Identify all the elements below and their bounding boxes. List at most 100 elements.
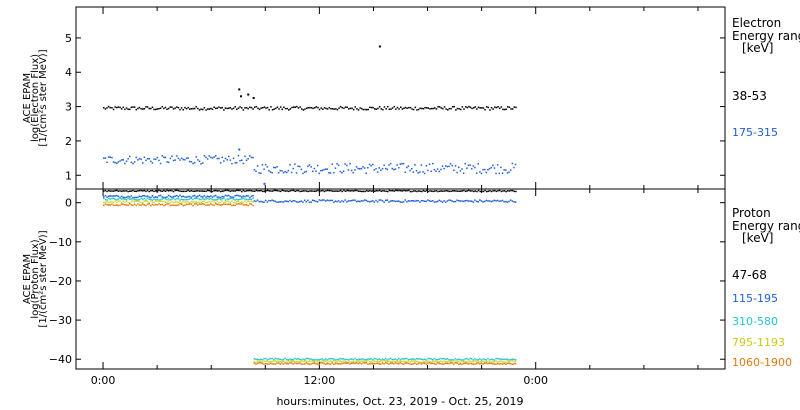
electron-point-175-315 xyxy=(295,172,298,174)
proton-point-47-68 xyxy=(291,189,293,192)
proton-point-795-1193 xyxy=(440,360,442,362)
proton-point-47-68 xyxy=(151,189,154,192)
electron-point-175-315 xyxy=(331,163,333,165)
proton-point-795-1193 xyxy=(346,361,348,363)
electron-point-175-315 xyxy=(200,163,202,165)
electron-point-38-53 xyxy=(425,107,428,109)
proton-point-1060-1900 xyxy=(415,363,418,365)
proton-point-47-68 xyxy=(262,190,264,193)
proton-point-115-195 xyxy=(200,195,202,198)
electron-point-38-53 xyxy=(408,106,410,109)
proton-point-1060-1900 xyxy=(253,362,256,364)
proton-point-1060-1900 xyxy=(241,203,243,205)
proton-point-115-195 xyxy=(385,199,387,202)
electron-point-175-315 xyxy=(138,157,141,160)
proton-point-795-1193 xyxy=(487,360,489,363)
electron-point-175-315 xyxy=(427,169,429,172)
proton-point-1060-1900 xyxy=(264,362,267,365)
proton-point-1060-1900 xyxy=(189,203,191,205)
electron-point-38-53 xyxy=(430,107,433,110)
proton-point-115-195 xyxy=(386,199,389,201)
proton-point-47-68 xyxy=(339,189,342,192)
proton-point-1060-1900 xyxy=(438,362,440,365)
proton-point-47-68 xyxy=(476,190,478,193)
proton-point-310-580 xyxy=(279,358,281,361)
proton-point-310-580 xyxy=(337,358,340,361)
electron-point-175-315 xyxy=(474,166,476,169)
proton-point-795-1193 xyxy=(226,200,228,202)
proton-point-1060-1900 xyxy=(378,363,380,365)
electron-point-38-53 xyxy=(468,105,470,108)
electron-point-38-53 xyxy=(119,106,121,109)
electron-point-175-315 xyxy=(459,170,462,172)
proton-point-115-195 xyxy=(297,201,299,203)
proton-point-310-580 xyxy=(349,358,351,360)
proton-point-310-580 xyxy=(295,358,298,360)
proton-point-47-68 xyxy=(395,189,397,192)
proton-point-115-195 xyxy=(513,201,515,203)
proton-point-795-1193 xyxy=(213,201,215,203)
proton-point-310-580 xyxy=(112,197,115,200)
proton-point-47-68 xyxy=(388,189,391,192)
proton-point-47-68 xyxy=(503,190,506,192)
electron-point-38-53 xyxy=(359,107,361,109)
proton-point-310-580 xyxy=(261,359,264,361)
proton-point-1060-1900 xyxy=(449,362,452,364)
proton-point-310-580 xyxy=(461,359,463,361)
proton-point-310-580 xyxy=(503,358,505,361)
electron-point-175-315 xyxy=(378,167,380,169)
electron-point-38-53 xyxy=(343,107,345,109)
electron-point-175-315 xyxy=(297,165,299,167)
proton-point-47-68 xyxy=(193,190,196,192)
proton-point-310-580 xyxy=(318,359,320,361)
proton-point-1060-1900 xyxy=(104,203,107,205)
proton-point-47-68 xyxy=(375,189,378,192)
proton-point-115-195 xyxy=(268,199,270,202)
proton-point-47-68 xyxy=(184,190,186,193)
proton-point-795-1193 xyxy=(242,201,245,204)
proton-point-310-580 xyxy=(508,359,510,361)
electron-point-38-53 xyxy=(344,106,347,108)
proton-point-47-68 xyxy=(330,189,332,192)
electron-point-38-53 xyxy=(117,106,120,108)
electron-point-38-53 xyxy=(190,108,193,110)
electron-point-38-53 xyxy=(450,107,452,110)
electron-outlier-point xyxy=(378,45,381,48)
proton-point-310-580 xyxy=(342,358,345,360)
proton-point-310-580 xyxy=(315,359,317,361)
proton-point-1060-1900 xyxy=(508,362,510,365)
electron-point-38-53 xyxy=(438,106,441,108)
proton-point-115-195 xyxy=(229,196,232,198)
proton-point-47-68 xyxy=(296,189,298,192)
proton-point-795-1193 xyxy=(161,200,163,203)
proton-point-795-1193 xyxy=(402,360,405,363)
proton-point-47-68 xyxy=(283,190,285,192)
proton-point-795-1193 xyxy=(133,201,136,203)
proton-point-795-1193 xyxy=(373,360,376,362)
proton-point-115-195 xyxy=(396,200,398,202)
proton-point-795-1193 xyxy=(391,361,393,363)
electron-point-175-315 xyxy=(412,171,415,173)
proton-point-1060-1900 xyxy=(292,363,294,365)
electron-point-175-315 xyxy=(329,172,332,174)
proton-point-310-580 xyxy=(495,357,497,360)
electron-point-38-53 xyxy=(288,109,290,111)
proton-point-47-68 xyxy=(411,190,413,193)
electron-point-175-315 xyxy=(223,160,225,162)
electron-point-175-315 xyxy=(472,165,475,167)
proton-point-795-1193 xyxy=(479,361,481,363)
electron-point-38-53 xyxy=(464,106,467,108)
proton-point-1060-1900 xyxy=(469,362,471,365)
proton-point-310-580 xyxy=(346,358,348,361)
proton-point-1060-1900 xyxy=(341,362,343,365)
proton-point-115-195 xyxy=(239,195,241,197)
proton-point-795-1193 xyxy=(393,360,395,363)
proton-point-47-68 xyxy=(159,190,162,192)
proton-point-310-580 xyxy=(290,359,293,361)
electron-point-175-315 xyxy=(346,164,348,167)
proton-point-1060-1900 xyxy=(318,363,320,366)
proton-point-310-580 xyxy=(453,359,455,361)
electron-point-175-315 xyxy=(328,172,330,174)
proton-point-1060-1900 xyxy=(176,204,178,207)
proton-point-795-1193 xyxy=(326,361,329,364)
